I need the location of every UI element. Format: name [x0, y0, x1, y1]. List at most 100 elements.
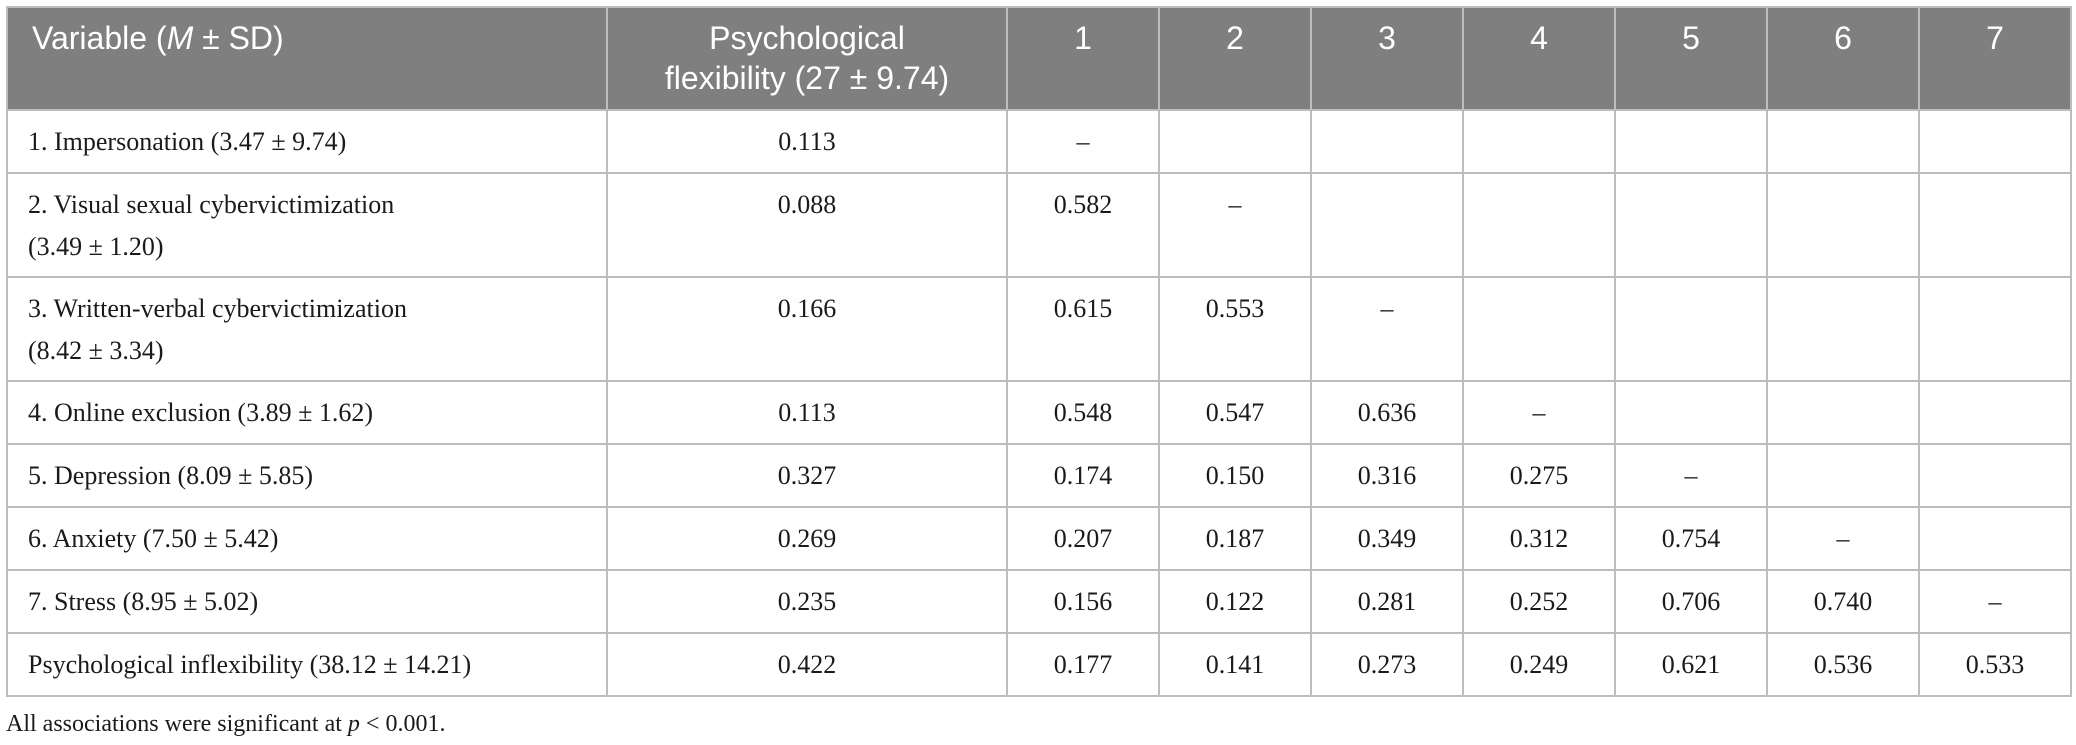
cell-col-3: 0.273 [1310, 632, 1464, 697]
cell-col-6 [1766, 443, 1920, 508]
cell-psychological-flexibility: 0.327 [606, 443, 1008, 508]
row-label: 4. Online exclusion (3.89 ± 1.62) [6, 380, 608, 445]
cell-col-6 [1766, 172, 1920, 278]
row-label-line1: 2. Visual sexual cybervictimization [28, 190, 395, 219]
cell-col-7 [1918, 380, 2072, 445]
cell-psychological-flexibility: 0.113 [606, 380, 1008, 445]
header-variable: Variable (M ± SD) [6, 6, 608, 111]
cell-col-1: 0.207 [1006, 506, 1160, 571]
table-row: 3. Written-verbal cybervictimization (8.4… [6, 276, 2072, 382]
header-variable-suffix: ± SD) [193, 20, 284, 56]
cell-col-3 [1310, 172, 1464, 278]
cell-col-2: 0.150 [1158, 443, 1312, 508]
header-col-1: 1 [1006, 6, 1160, 111]
cell-col-2: 0.553 [1158, 276, 1312, 382]
header-col-7: 7 [1918, 6, 2072, 111]
row-label-line1: Psychological inflexibility (38.12 ± 14.… [28, 650, 472, 679]
cell-col-2: – [1158, 172, 1312, 278]
cell-col-4 [1462, 276, 1616, 382]
footnote-p: p [347, 711, 360, 737]
row-label-line1: 6. Anxiety (7.50 ± 5.42) [28, 524, 279, 553]
cell-col-1: 0.156 [1006, 569, 1160, 634]
cell-col-7 [1918, 443, 2072, 508]
row-label-line1: 3. Written-verbal cybervictimization [28, 294, 407, 323]
header-flex-line1: Psychological [709, 20, 905, 56]
cell-col-1: 0.615 [1006, 276, 1160, 382]
row-label: 1. Impersonation (3.47 ± 9.74) [6, 109, 608, 174]
row-label-line2: (3.49 ± 1.20) [28, 232, 164, 261]
table-row: 2. Visual sexual cybervictimization (3.49… [6, 172, 2072, 278]
correlation-table: Variable (M ± SD) Psychological flexibili… [6, 6, 2072, 697]
footnote-prefix: All associations were significant at [6, 711, 348, 737]
table-row: 7. Stress (8.95 ± 5.02) 0.235 0.156 0.122 0.… [6, 569, 2072, 634]
cell-col-1: 0.177 [1006, 632, 1160, 697]
cell-col-4: 0.275 [1462, 443, 1616, 508]
cell-col-3 [1310, 109, 1464, 174]
row-label-line1: 7. Stress (8.95 ± 5.02) [28, 587, 259, 616]
cell-col-3: 0.316 [1310, 443, 1464, 508]
cell-col-4: – [1462, 380, 1616, 445]
header-col-3: 3 [1310, 6, 1464, 111]
cell-col-2: 0.141 [1158, 632, 1312, 697]
cell-col-1: 0.548 [1006, 380, 1160, 445]
table-container: Variable (M ± SD) Psychological flexibili… [6, 6, 2072, 697]
cell-col-6 [1766, 109, 1920, 174]
cell-col-5 [1614, 380, 1768, 445]
cell-psychological-flexibility: 0.166 [606, 276, 1008, 382]
cell-col-5: 0.754 [1614, 506, 1768, 571]
cell-col-5 [1614, 172, 1768, 278]
header-psychological-flexibility: Psychological flexibility (27 ± 9.74) [606, 6, 1008, 111]
cell-col-5: – [1614, 443, 1768, 508]
table-row: 4. Online exclusion (3.89 ± 1.62) 0.113 0.… [6, 380, 2072, 445]
table-footnote: All associations were significant at p <… [6, 709, 445, 739]
cell-col-7 [1918, 276, 2072, 382]
cell-col-4 [1462, 172, 1616, 278]
cell-col-6: 0.536 [1766, 632, 1920, 697]
cell-col-4 [1462, 109, 1616, 174]
row-label-line1: 5. Depression (8.09 ± 5.85) [28, 461, 314, 490]
footnote-suffix: < 0.001. [359, 711, 446, 737]
table-row: 1. Impersonation (3.47 ± 9.74) 0.113– [6, 109, 2072, 174]
header-col-6: 6 [1766, 6, 1920, 111]
cell-col-3: – [1310, 276, 1464, 382]
cell-col-7 [1918, 506, 2072, 571]
cell-col-2: 0.122 [1158, 569, 1312, 634]
cell-col-2: 0.187 [1158, 506, 1312, 571]
cell-col-7: – [1918, 569, 2072, 634]
cell-psychological-flexibility: 0.235 [606, 569, 1008, 634]
table-row: 6. Anxiety (7.50 ± 5.42) 0.269 0.207 0.187 0… [6, 506, 2072, 571]
cell-col-5 [1614, 109, 1768, 174]
header-col-4: 4 [1462, 6, 1616, 111]
row-label-line2: (8.42 ± 3.34) [28, 336, 164, 365]
cell-col-2: 0.547 [1158, 380, 1312, 445]
row-label: 7. Stress (8.95 ± 5.02) [6, 569, 608, 634]
header-flex-line2: flexibility (27 ± 9.74) [664, 60, 950, 96]
header-variable-prefix: Variable ( [32, 20, 167, 56]
header-col-2: 2 [1158, 6, 1312, 111]
cell-col-7 [1918, 109, 2072, 174]
cell-col-4: 0.312 [1462, 506, 1616, 571]
row-label-line1: 4. Online exclusion (3.89 ± 1.62) [28, 398, 373, 427]
row-label: 3. Written-verbal cybervictimization (8.4… [6, 276, 608, 382]
cell-col-1: 0.174 [1006, 443, 1160, 508]
cell-col-5 [1614, 276, 1768, 382]
cell-col-5: 0.621 [1614, 632, 1768, 697]
cell-col-6 [1766, 380, 1920, 445]
cell-col-3: 0.636 [1310, 380, 1464, 445]
cell-col-3: 0.281 [1310, 569, 1464, 634]
cell-psychological-flexibility: 0.113 [606, 109, 1008, 174]
cell-col-6: 0.740 [1766, 569, 1920, 634]
cell-col-6: – [1766, 506, 1920, 571]
table-row: 5. Depression (8.09 ± 5.85) 0.327 0.174 0.1… [6, 443, 2072, 508]
cell-psychological-flexibility: 0.422 [606, 632, 1008, 697]
cell-col-7: 0.533 [1918, 632, 2072, 697]
header-row: Variable (M ± SD) Psychological flexibili… [6, 6, 2072, 111]
cell-col-7 [1918, 172, 2072, 278]
header-variable-m: M [166, 20, 194, 56]
cell-col-1: 0.582 [1006, 172, 1160, 278]
header-col-5: 5 [1614, 6, 1768, 111]
row-label: 2. Visual sexual cybervictimization (3.49… [6, 172, 608, 278]
cell-psychological-flexibility: 0.088 [606, 172, 1008, 278]
table-body: 1. Impersonation (3.47 ± 9.74) 0.113–2. V… [6, 109, 2072, 697]
row-label: Psychological inflexibility (38.12 ± 14.… [6, 632, 608, 697]
